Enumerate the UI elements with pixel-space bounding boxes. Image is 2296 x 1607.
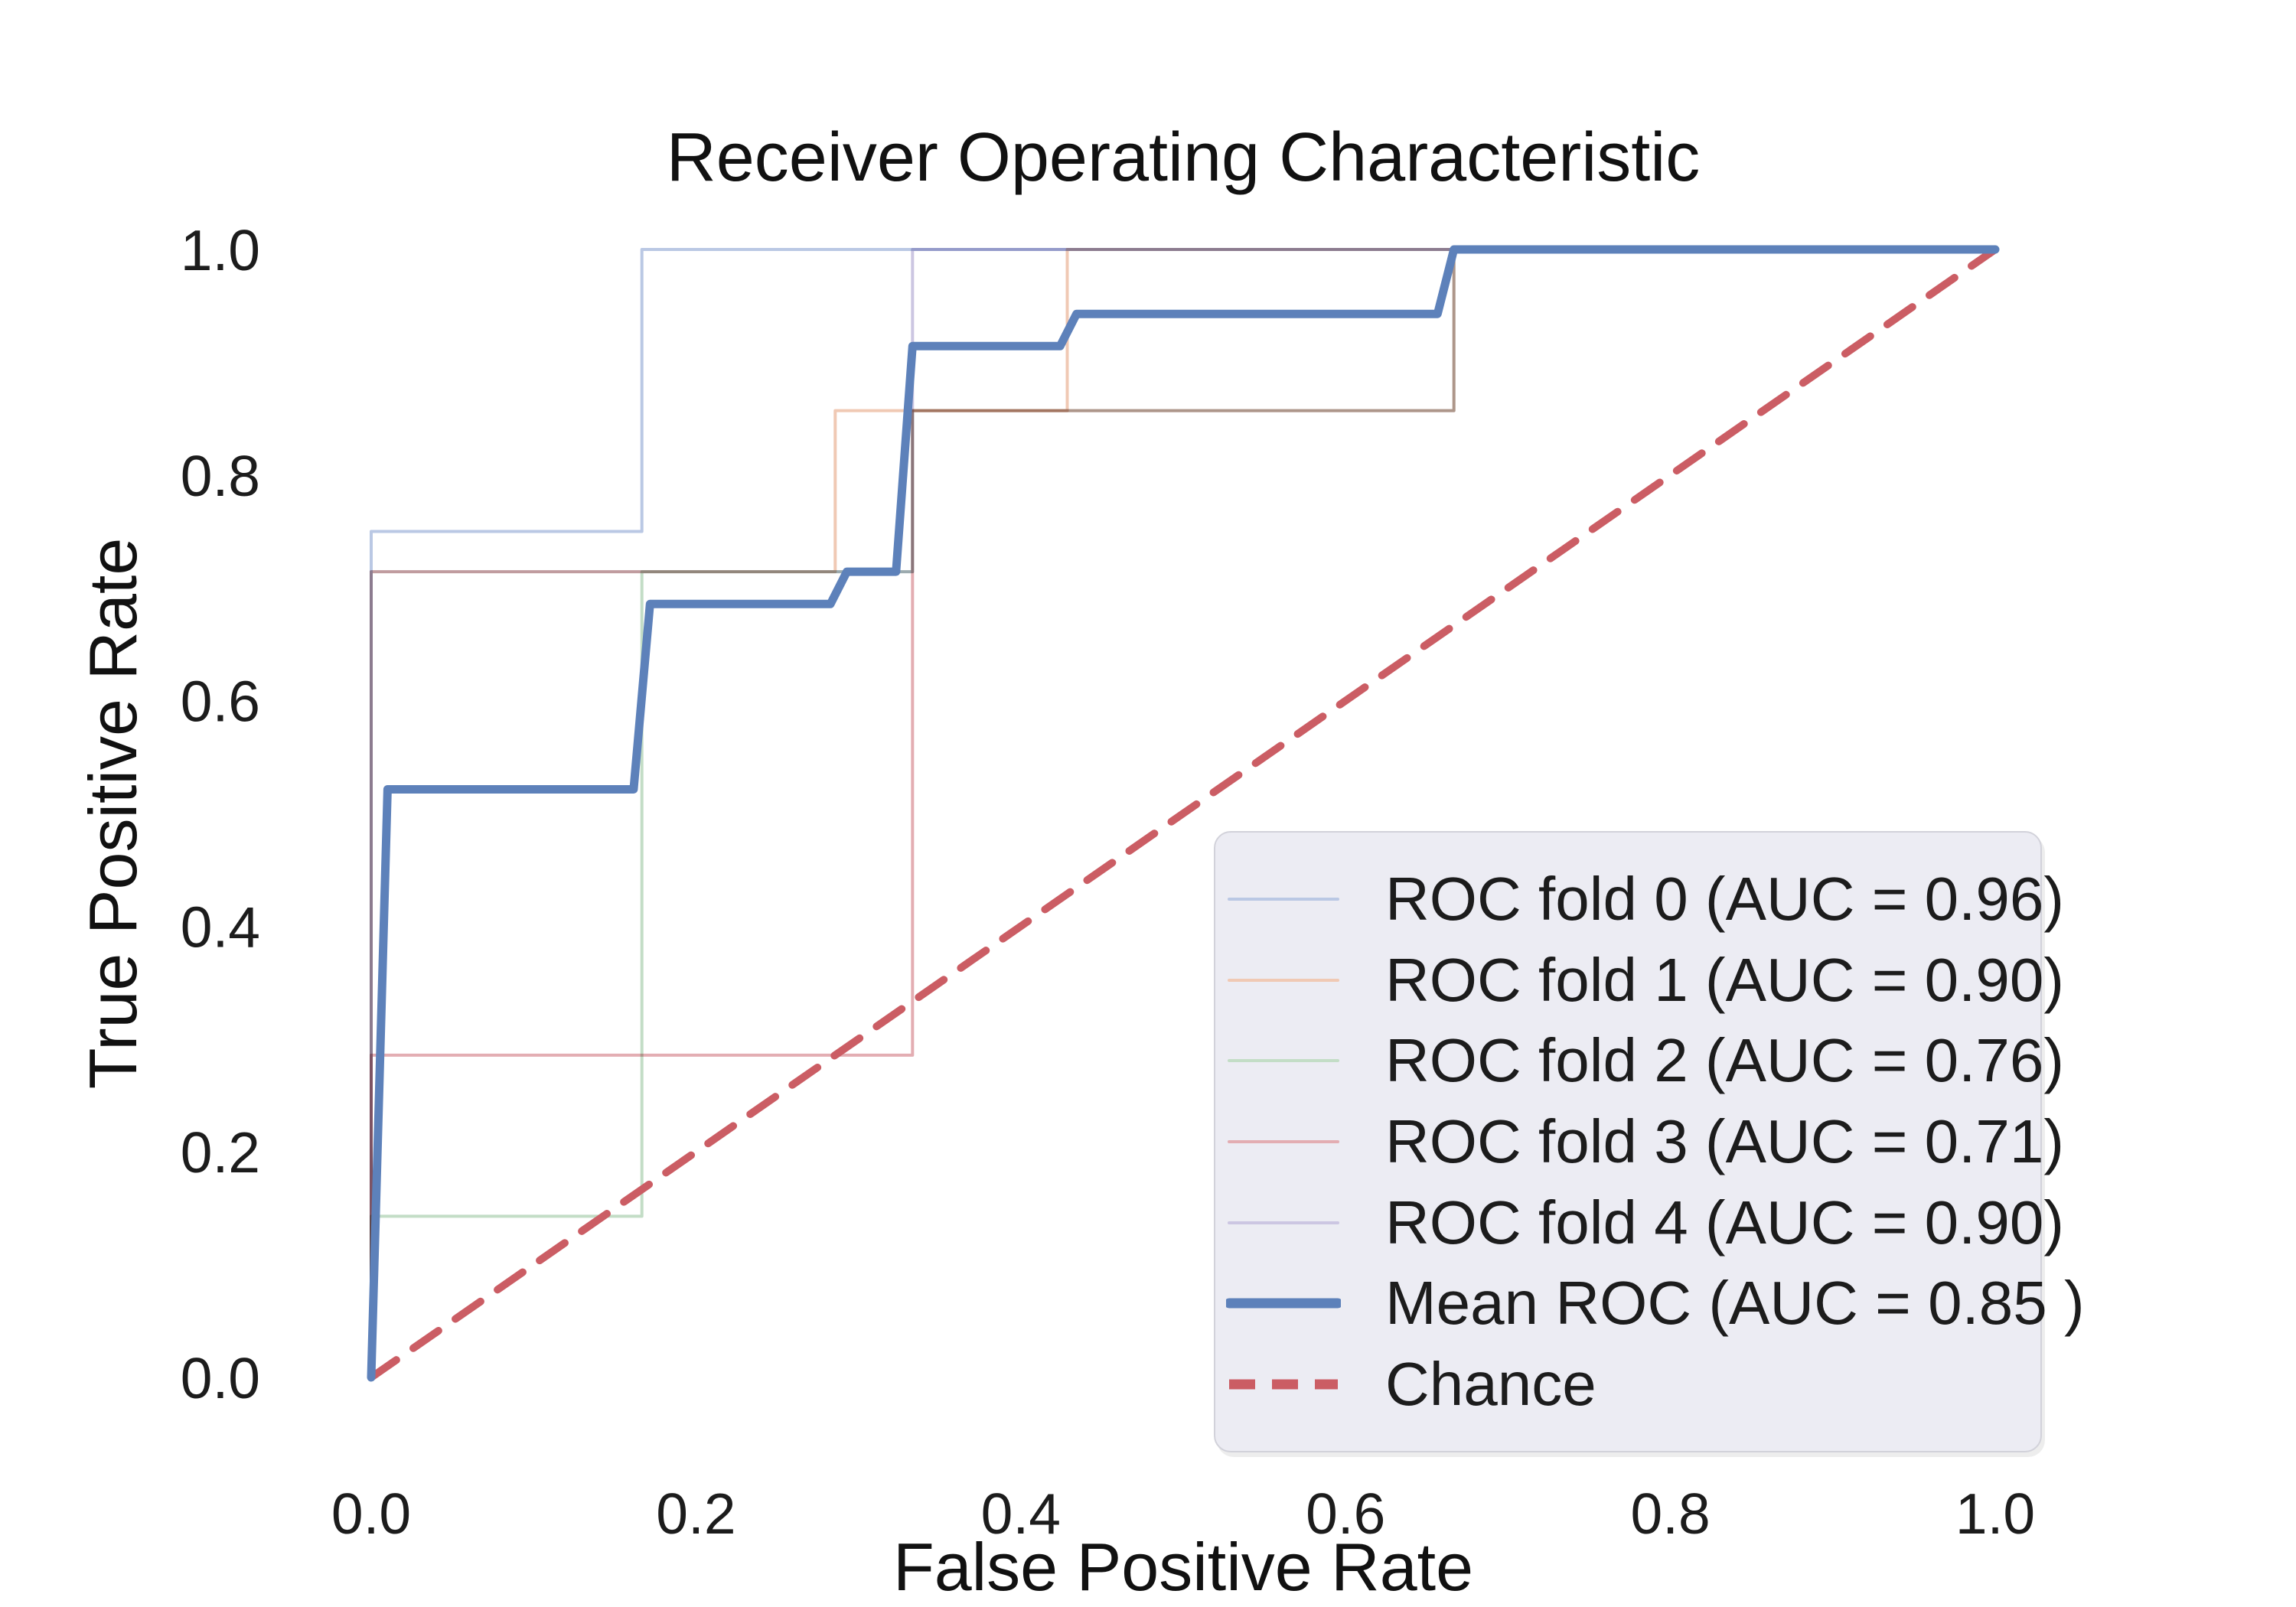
legend-item: Chance [1226, 1346, 2025, 1423]
legend-label: ROC fold 2 (AUC = 0.76) [1385, 1026, 2064, 1095]
y-axis-ticks: 0.0 0.2 0.4 0.6 0.8 1.0 [181, 218, 260, 1410]
legend-item: ROC fold 0 (AUC = 0.96) [1226, 861, 2064, 937]
legend-line-swatch [1226, 1265, 1341, 1341]
x-tick-0.6: 0.6 [1306, 1482, 1385, 1546]
legend-item: ROC fold 4 (AUC = 0.90) [1226, 1185, 2064, 1261]
x-axis-label: False Positive Rate [893, 1529, 1473, 1605]
legend-label: Chance [1385, 1350, 1596, 1419]
x-axis-ticks: 0.0 0.2 0.4 0.6 0.8 1.0 [331, 1482, 2035, 1546]
y-tick-0.8: 0.8 [181, 444, 260, 508]
legend-line-swatch [1226, 1103, 1341, 1180]
x-tick-0.8: 0.8 [1630, 1482, 1710, 1546]
legend-label: ROC fold 1 (AUC = 0.90) [1385, 945, 2064, 1014]
x-tick-1.0: 1.0 [1955, 1482, 2035, 1546]
legend-label: ROC fold 0 (AUC = 0.96) [1385, 864, 2064, 933]
legend-label: Mean ROC (AUC = 0.85 ) [1385, 1269, 2085, 1338]
legend-box: ROC fold 0 (AUC = 0.96) ROC fold 1 (AUC =… [1214, 831, 2085, 1452]
y-axis-label: True Positive Rate [75, 538, 151, 1090]
y-tick-1.0: 1.0 [181, 218, 260, 282]
x-tick-0.4: 0.4 [981, 1482, 1061, 1546]
legend-line-swatch [1226, 861, 1341, 937]
x-tick-0.2: 0.2 [656, 1482, 735, 1546]
curve-mean-roc-auc-0-85 [367, 245, 2000, 1382]
x-tick-0.0: 0.0 [331, 1482, 411, 1546]
legend-item: ROC fold 3 (AUC = 0.71) [1226, 1103, 2064, 1180]
legend-item: ROC fold 1 (AUC = 0.90) [1226, 942, 2064, 1019]
y-tick-0.4: 0.4 [181, 895, 260, 959]
legend-label: ROC fold 3 (AUC = 0.71) [1385, 1107, 2064, 1175]
y-tick-0.0: 0.0 [181, 1346, 260, 1410]
curves-layer [367, 245, 2000, 1382]
plot-title: Receiver Operating Characteristic [667, 119, 1701, 196]
legend-line-swatch [1226, 1022, 1341, 1099]
curve-roc-fold-4-auc-0-90 [370, 248, 1997, 1379]
y-tick-0.2: 0.2 [181, 1120, 260, 1185]
legend-item: Mean ROC (AUC = 0.85 ) [1226, 1265, 2085, 1341]
legend-label: ROC fold 4 (AUC = 0.90) [1385, 1188, 2064, 1257]
legend-line-swatch [1226, 942, 1341, 1019]
legend-line-swatch [1226, 1185, 1341, 1261]
curve-chance [367, 246, 1999, 1381]
legend-line-swatch [1226, 1346, 1341, 1423]
legend-item: ROC fold 2 (AUC = 0.76) [1226, 1022, 2064, 1099]
y-tick-0.6: 0.6 [181, 670, 260, 734]
